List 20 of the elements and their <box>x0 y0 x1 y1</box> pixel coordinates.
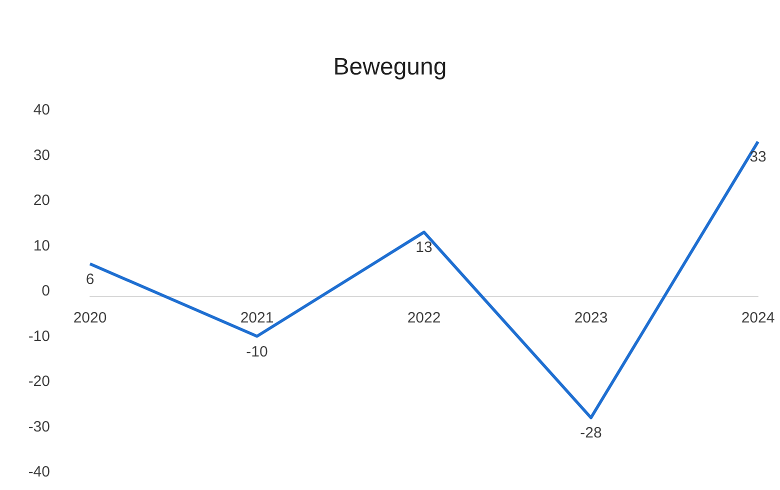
y-tick-label: -10 <box>28 328 50 345</box>
y-tick-label: 0 <box>42 282 50 300</box>
y-tick-label: 30 <box>33 146 50 164</box>
y-tick-label: 10 <box>33 237 50 254</box>
y-tick-label: -30 <box>28 418 50 436</box>
x-tick-label: 2021 <box>240 310 274 326</box>
y-tick-label: -40 <box>28 464 50 480</box>
data-label: 33 <box>750 148 766 166</box>
data-label: -28 <box>580 424 602 442</box>
x-tick-label: 2020 <box>73 310 107 326</box>
chart-title: Bewegung <box>333 54 447 80</box>
data-label: 6 <box>86 270 94 288</box>
data-label: -10 <box>246 343 268 360</box>
x-tick-label: 2024 <box>741 310 775 326</box>
y-tick-label: 40 <box>33 102 50 118</box>
x-tick-label: 2022 <box>407 310 441 326</box>
data-label: 13 <box>416 239 432 256</box>
y-tick-label: 20 <box>33 192 50 209</box>
y-tick-label: -20 <box>28 373 50 390</box>
x-tick-label: 2023 <box>574 310 608 326</box>
